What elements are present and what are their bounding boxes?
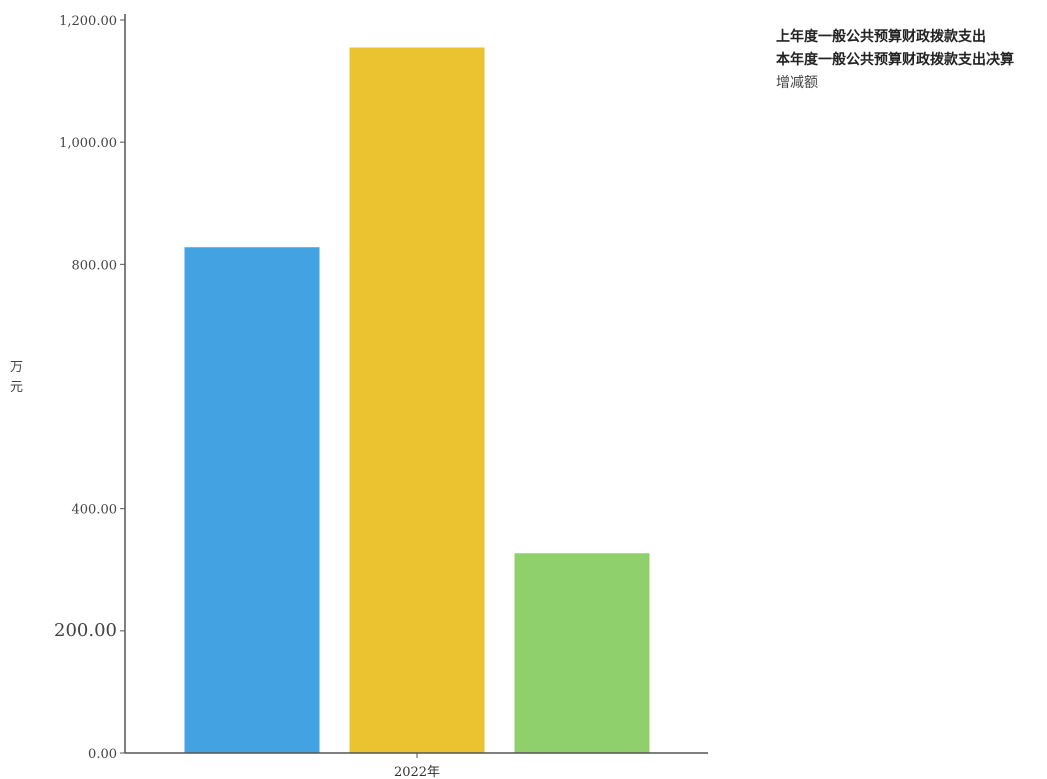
y-ticks-group: 0.00 200.00 400.00 800.00 1,000.00 1,200.00: [54, 14, 125, 762]
legend-item-change: 增减额: [776, 75, 818, 91]
legend-item-prior-year: 上年度一般公共预算财政拨款支出: [776, 29, 986, 45]
bars-group: [184, 47, 650, 754]
y-tick-label: 800.00: [72, 258, 118, 273]
x-tick-label: 2022年: [394, 765, 440, 779]
y-tick-label: 1,200.00: [59, 14, 117, 29]
y-tick-label: 0.00: [88, 747, 117, 762]
bar-1: [349, 47, 485, 754]
y-tick-label: 400.00: [72, 503, 118, 518]
legend: 上年度一般公共预算财政拨款支出 本年度一般公共预算财政拨款支出决算 增减额: [776, 26, 1014, 95]
y-tick-label: 1,000.00: [59, 136, 117, 151]
y-axis-label: 万元: [10, 360, 24, 395]
y-tick-label: 200.00: [54, 620, 117, 641]
legend-item-current-year: 本年度一般公共预算财政拨款支出决算: [776, 52, 1014, 68]
bar-0: [184, 247, 320, 754]
bar-2: [514, 553, 650, 753]
